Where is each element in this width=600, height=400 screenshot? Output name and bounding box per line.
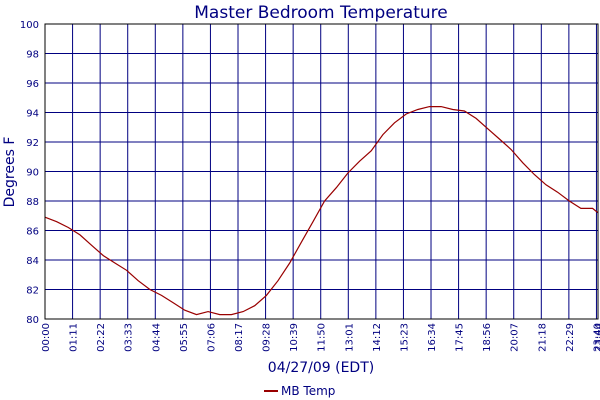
x-tick-label: 00:00 (41, 323, 52, 352)
y-tick-label: 86 (26, 227, 39, 238)
x-tick-label: 01:11 (69, 323, 80, 352)
x-tick-label: 20:07 (510, 323, 521, 352)
plot-border (44, 23, 599, 320)
x-tick-label: 04:44 (151, 323, 162, 352)
x-tick-label: 22:29 (565, 323, 576, 352)
legend-label-mb-temp: MB Temp (281, 384, 335, 398)
x-tick-label: 13:01 (344, 323, 355, 352)
y-tick-label: 90 (26, 168, 39, 179)
x-tick-label: 07:06 (206, 323, 217, 352)
x-tick-label: 14:12 (372, 323, 383, 352)
x-tick-label: 17:45 (455, 323, 466, 352)
y-tick-label: 92 (26, 138, 39, 149)
x-tick-label: 23:40 (592, 323, 600, 352)
x-tick-label: 08:17 (234, 323, 245, 352)
x-tick-label: 09:28 (262, 323, 273, 352)
grid-lines (44, 23, 599, 320)
x-tick-label: 16:34 (427, 323, 438, 352)
x-tick-label: 02:22 (96, 323, 107, 352)
x-axis-label: 04/27/09 (EDT) (268, 360, 374, 376)
x-tick-label: 23:44 (594, 323, 600, 352)
legend: MB Temp (264, 384, 335, 398)
y-tick-label: 84 (26, 256, 39, 267)
y-tick-labels: 80 82 84 86 88 90 92 94 96 98 100 (20, 20, 39, 326)
y-tick-label: 100 (20, 20, 39, 31)
x-tick-label: 03:33 (124, 323, 135, 352)
y-tick-label: 94 (26, 109, 39, 120)
y-tick-label: 80 (26, 315, 39, 326)
y-axis-label: Degrees F (2, 137, 18, 208)
x-tick-label: 21:18 (537, 323, 548, 352)
y-tick-label: 82 (26, 286, 39, 297)
x-tick-label: 18:56 (482, 323, 493, 352)
x-tick-label: 11:50 (317, 323, 328, 352)
y-tick-label: 96 (26, 79, 39, 90)
x-tick-label: 10:39 (289, 323, 300, 352)
chart-title: Master Bedroom Temperature (194, 3, 447, 23)
y-tick-label: 88 (26, 197, 39, 208)
series-line-mb-temp (44, 106, 599, 316)
x-tick-label: 15:23 (399, 323, 410, 352)
y-tick-label: 98 (26, 50, 39, 61)
x-tick-label: 05:55 (179, 323, 190, 352)
x-tick-labels: 00:00 01:11 02:22 03:33 04:44 05:55 07:06 08:17… (41, 323, 600, 352)
